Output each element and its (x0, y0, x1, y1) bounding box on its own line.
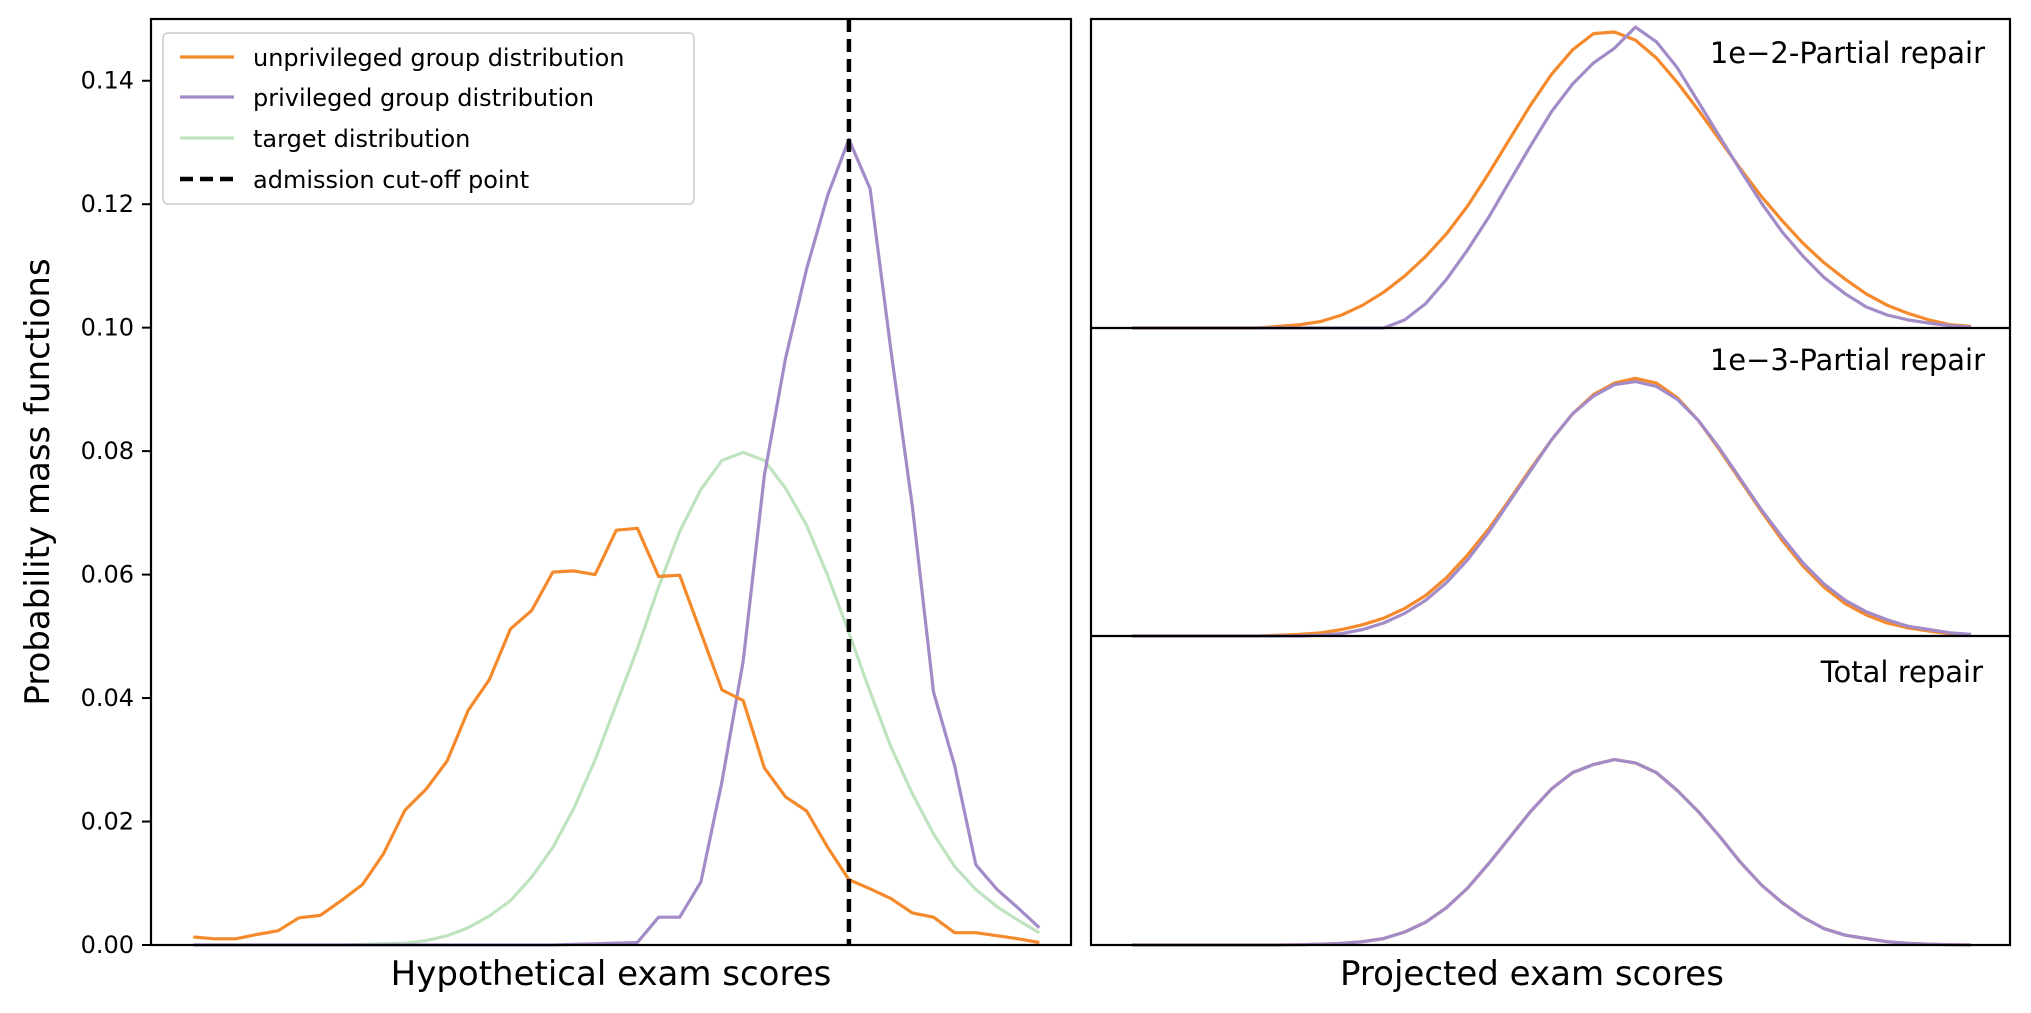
y-tick-label: 0.14 (81, 67, 134, 95)
panel-title-1e-3: 1e−3-Partial repair (1710, 343, 1985, 377)
right-plot-frame (1089, 17, 2012, 947)
legend-label-unprivileged: unprivileged group distribution (253, 44, 624, 72)
left-x-axis-label: Hypothetical exam scores (391, 954, 832, 994)
series-line-privileged-group-distribution (193, 137, 1041, 947)
series-line-target-distribution (193, 450, 1041, 947)
right-x-axis-label: Projected exam scores (1340, 954, 1724, 994)
legend-label-target: target distribution (253, 125, 470, 153)
y-tick-label: 0.08 (81, 437, 134, 465)
panel-title-1e-2: 1e−2-Partial repair (1710, 36, 1985, 70)
y-axis-label: Probability mass functions (18, 258, 58, 705)
right-series-lines (1132, 25, 1972, 947)
y-tick-label: 0.10 (81, 314, 134, 342)
right-plot-area: 1e−2-Partial repair 1e−3-Partial repair … (1089, 17, 2012, 994)
legend: unprivileged group distribution privileg… (162, 32, 695, 205)
panel-2-series-line-unprivileged-group-distribution (1132, 376, 1972, 638)
legend-box (162, 32, 695, 205)
y-tick-label: 0.06 (81, 561, 134, 589)
left-plot-frame (149, 17, 1073, 947)
left-series-lines (193, 137, 1041, 947)
panel-1-series-line-unprivileged-group-distribution (1132, 30, 1972, 330)
y-tick-label: 0.12 (81, 190, 134, 218)
y-tick-label: 0.00 (81, 931, 134, 959)
y-tick-label: 0.02 (81, 808, 134, 836)
series-line-unprivileged-group-distribution (193, 526, 1040, 945)
panel-title-total: Total repair (1820, 655, 1983, 689)
panel-2-series-line-privileged-group-distribution (1132, 379, 1972, 638)
legend-label-cutoff: admission cut-off point (253, 166, 529, 194)
left-plot-area: 0.00 0.02 0.04 0.06 0.08 0.10 0.12 0.14 Hypothe… (18, 17, 1073, 994)
left-y-ticks: 0.00 0.02 0.04 0.06 0.08 0.10 0.12 0.14 (81, 67, 151, 959)
y-tick-label: 0.04 (81, 684, 134, 712)
panel-3-series-line-privileged-group-distribution (1132, 757, 1972, 947)
legend-label-privileged: privileged group distribution (253, 84, 594, 112)
